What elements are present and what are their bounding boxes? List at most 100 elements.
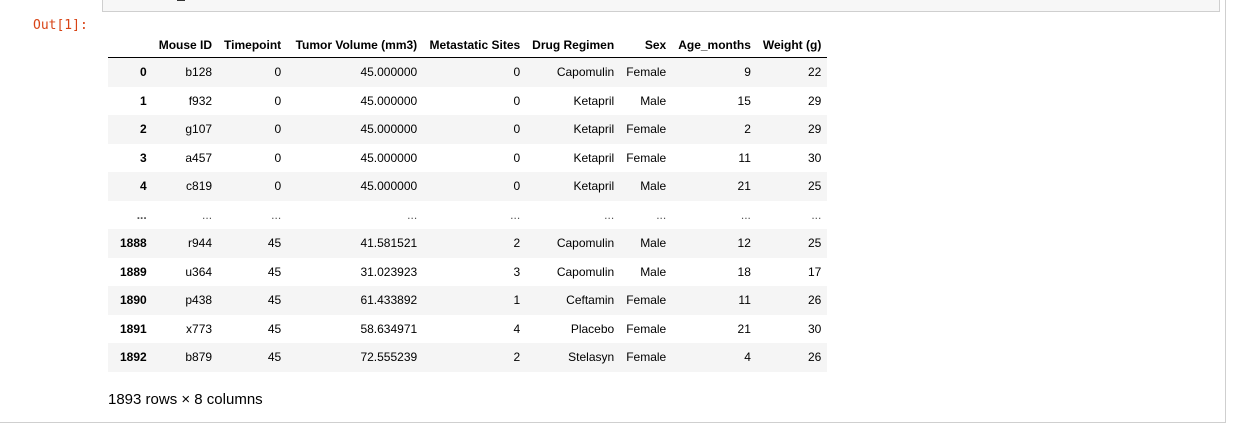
- mouse-id-cell: ...: [202, 207, 213, 222]
- timepoint-cell: ...: [271, 207, 282, 222]
- sex-cell: Female: [626, 122, 667, 137]
- table-row: 2 g107 0 45.000000 0 Ketapril Female 2 29: [108, 115, 828, 144]
- column-header-weight: Weight (g): [756, 33, 828, 58]
- tumor-volume-cell: ...: [407, 207, 418, 222]
- sex-cell: Male: [640, 236, 667, 251]
- metastatic-sites-cell: 2: [513, 236, 521, 251]
- mouse-id-cell: g107: [185, 122, 213, 137]
- column-header-timepoint: Timepoint: [218, 33, 288, 58]
- mouse-id-cell: b128: [185, 65, 213, 80]
- metastatic-sites-cell: 2: [513, 350, 521, 365]
- tumor-volume-cell: 72.555239: [360, 350, 418, 365]
- tumor-volume-cell: 45.000000: [360, 122, 418, 137]
- mouse-id-cell: f932: [188, 93, 213, 108]
- age-months-cell: 11: [738, 293, 751, 308]
- age-months-cell: 12: [737, 236, 751, 251]
- drug-regimen-cell: Ketapril: [573, 150, 615, 165]
- timepoint-cell: 45: [267, 350, 282, 365]
- metastatic-sites-cell: 0: [513, 65, 521, 80]
- weight-cell: 25: [807, 236, 822, 251]
- table-row-ellipsis: ...........................: [108, 201, 827, 230]
- row-index: 1890: [120, 293, 147, 308]
- sex-cell: ...: [656, 207, 667, 222]
- table-row: 1888 r944 45 41.581521 2 Capomulin Male 12 25: [108, 229, 828, 258]
- row-index: 3: [140, 150, 147, 165]
- drug-regimen-cell: Ketapril: [573, 93, 615, 108]
- sex-cell: Female: [626, 321, 667, 336]
- row-index: 4: [140, 179, 147, 194]
- age-months-cell: 15: [737, 93, 751, 108]
- output-cell: Out[1]: Mouse ID Timepoint Tumor Volume …: [0, 0, 1226, 423]
- row-index: 1891: [120, 321, 147, 336]
- metastatic-sites-cell: 4: [513, 321, 521, 336]
- mouse-id-cell: a457: [185, 150, 213, 165]
- metastatic-sites-cell: 0: [513, 122, 521, 137]
- drug-regimen-cell: Ketapril: [573, 179, 615, 194]
- timepoint-cell: 45: [267, 321, 282, 336]
- sex-cell: Female: [626, 150, 667, 165]
- column-header-sex: Sex: [620, 33, 673, 58]
- timepoint-cell: 45: [267, 236, 282, 251]
- column-header-metastatic-sites: Metastatic Sites: [423, 33, 527, 58]
- timepoint-cell: 0: [274, 93, 282, 108]
- metastatic-sites-cell: ...: [510, 207, 521, 222]
- metastatic-sites-cell: 0: [513, 150, 521, 165]
- row-index: 0: [140, 65, 147, 80]
- weight-cell: 30: [807, 150, 822, 165]
- column-header-age-months: Age_months: [672, 33, 757, 58]
- mouse-id-cell: c819: [186, 179, 213, 194]
- weight-cell: ...: [811, 207, 822, 222]
- drug-regimen-cell: Capomulin: [556, 65, 615, 80]
- sex-cell: Female: [626, 65, 667, 80]
- tumor-volume-cell: 45.000000: [360, 150, 418, 165]
- tumor-volume-cell: 58.634971: [360, 321, 418, 336]
- drug-regimen-cell: ...: [604, 207, 615, 222]
- table-row: 1 f932 0 45.000000 0 Ketapril Male 15 29: [108, 87, 827, 116]
- drug-regimen-cell: Ketapril: [573, 122, 615, 137]
- age-months-cell: 18: [737, 264, 751, 279]
- table-row: 3 a457 0 45.000000 0 Ketapril Female 11 30: [108, 144, 827, 173]
- row-index: 1892: [120, 350, 147, 365]
- weight-cell: 17: [807, 264, 822, 279]
- drug-regimen-cell: Capomulin: [556, 264, 615, 279]
- sex-cell: Male: [640, 179, 667, 194]
- age-months-cell: 11: [738, 150, 751, 165]
- row-index: 1889: [120, 264, 147, 279]
- tumor-volume-cell: 61.433892: [360, 293, 418, 308]
- row-index: 1888: [120, 236, 147, 251]
- table-row: 1889 u364 45 31.023923 3 Capomulin Male 18 17: [108, 258, 827, 287]
- row-index: ...: [136, 207, 147, 222]
- mouse-id-cell: b879: [185, 350, 213, 365]
- drug-regimen-cell: Stelasyn: [568, 350, 615, 365]
- tumor-volume-cell: 45.000000: [360, 93, 418, 108]
- output-prompt: Out[1]:: [33, 18, 88, 33]
- weight-cell: 30: [807, 321, 822, 336]
- weight-cell: 29: [807, 122, 822, 137]
- age-months-cell: 21: [737, 321, 751, 336]
- metastatic-sites-cell: 0: [513, 179, 521, 194]
- row-index: 2: [140, 122, 147, 137]
- table-row: 1892 b879 45 72.555239 2 Stelasyn Female 4 26: [108, 343, 828, 372]
- sex-cell: Female: [626, 293, 667, 308]
- drug-regimen-cell: Ceftamin: [566, 293, 615, 308]
- tumor-volume-cell: 45.000000: [360, 179, 418, 194]
- sex-cell: Female: [626, 350, 667, 365]
- timepoint-cell: 45: [267, 293, 282, 308]
- table-row: 0 b128 0 45.000000 0 Capomulin Female 9 22: [108, 57, 828, 87]
- age-months-cell: 9: [744, 65, 751, 80]
- timepoint-cell: 0: [274, 150, 282, 165]
- sex-cell: Male: [640, 264, 667, 279]
- drug-regimen-cell: Capomulin: [556, 236, 615, 251]
- weight-cell: 29: [807, 93, 822, 108]
- mouse-id-cell: x773: [186, 321, 213, 336]
- age-months-cell: ...: [740, 207, 751, 222]
- code-input-area[interactable]: [102, 0, 1220, 12]
- column-header-drug-regimen: Drug Regimen: [526, 33, 621, 58]
- timepoint-cell: 0: [274, 179, 282, 194]
- dataframe-output: Mouse ID Timepoint Tumor Volume (mm3) Me…: [108, 33, 828, 372]
- mouse-id-cell: r944: [188, 236, 213, 251]
- weight-cell: 25: [807, 179, 822, 194]
- timepoint-cell: 0: [274, 122, 282, 137]
- mouse-id-cell: p438: [185, 293, 213, 308]
- table-row: 1891 x773 45 58.634971 4 Placebo Female 21 30: [108, 315, 827, 344]
